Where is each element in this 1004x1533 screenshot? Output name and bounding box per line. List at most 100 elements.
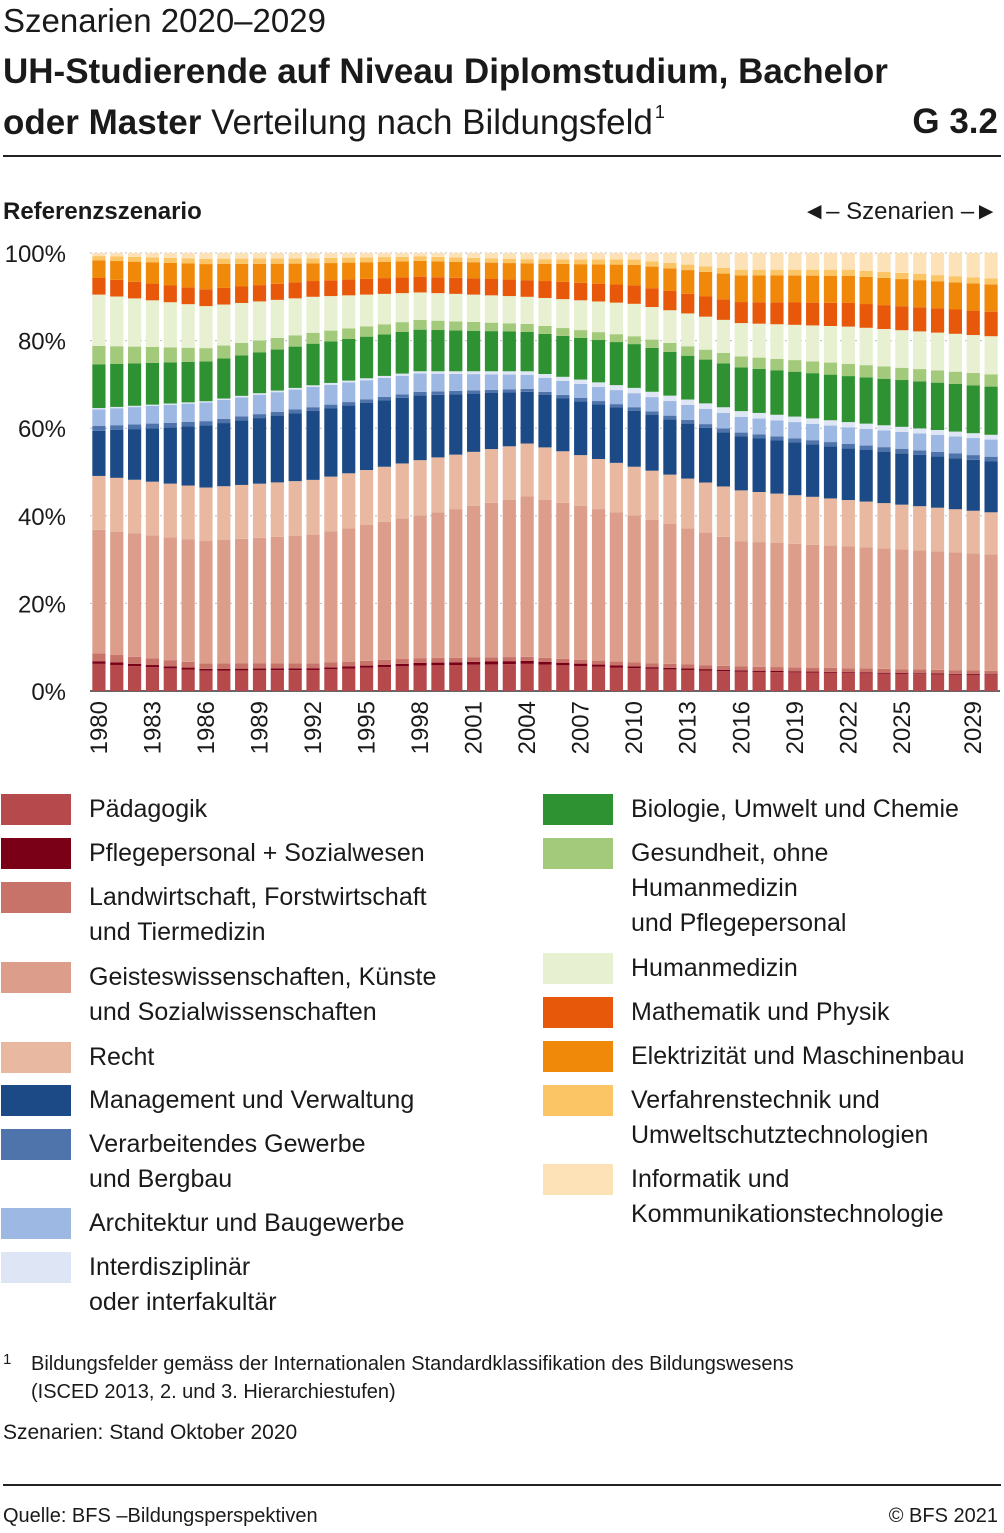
bar-segment: [217, 539, 231, 664]
bar-segment: [663, 474, 677, 524]
bar-segment: [930, 430, 945, 435]
bar-segment: [359, 665, 374, 668]
bar-segment: [895, 272, 909, 280]
bar-segment: [199, 348, 213, 362]
bar-segment: [716, 273, 731, 300]
bar-segment: [841, 448, 855, 501]
bar-segment: [913, 454, 927, 507]
bar-2001: [467, 253, 481, 691]
bar-segment: [645, 266, 659, 289]
bar-segment: [556, 335, 570, 377]
bar-segment: [288, 298, 302, 336]
bar-2000: [449, 253, 463, 691]
bar-segment: [520, 296, 534, 324]
bar-segment: [484, 262, 499, 279]
bar-segment: [342, 328, 356, 339]
bar-segment: [752, 269, 766, 276]
bar-segment: [467, 393, 481, 452]
bar-segment: [92, 653, 106, 662]
bar-segment: [645, 261, 659, 267]
bar-segment: [734, 269, 748, 276]
bar-segment: [324, 330, 338, 342]
bar-segment: [788, 671, 802, 673]
bar-segment: [591, 664, 606, 667]
bar-segment: [359, 380, 374, 400]
bar-segment: [841, 668, 855, 673]
bar-segment: [199, 289, 213, 307]
bar-segment: [698, 359, 713, 404]
title-footnote-mark: 1: [654, 102, 665, 122]
bar-segment: [698, 665, 713, 670]
bar-segment: [984, 253, 998, 279]
bar-segment: [413, 373, 427, 392]
bar-segment: [413, 256, 427, 261]
bar-segment: [324, 384, 338, 405]
bar-segment: [788, 422, 802, 439]
bar-segment: [377, 659, 392, 665]
bar-segment: [502, 657, 516, 662]
bar-segment: [449, 371, 463, 374]
bar-segment: [538, 297, 552, 326]
bar-segment: [609, 385, 623, 391]
bar-segment: [413, 658, 427, 663]
bar-segment: [984, 386, 998, 435]
bar-segment: [502, 331, 516, 372]
bar-segment: [806, 496, 820, 545]
bar-segment: [698, 532, 713, 666]
bar-segment: [395, 397, 409, 464]
bar-segment: [966, 510, 980, 554]
legend-swatch: [1, 882, 71, 913]
bar-segment: [948, 333, 962, 372]
bar-2003: [502, 253, 516, 691]
bar-2017: [752, 253, 766, 691]
bar-segment: [413, 253, 427, 257]
bar-segment: [770, 440, 784, 494]
bar-segment: [788, 275, 802, 303]
bar-segment: [770, 414, 784, 421]
bar-segment: [734, 302, 748, 324]
bar-2018: [770, 253, 784, 691]
bar-segment: [413, 391, 427, 396]
bar-segment: [681, 404, 695, 420]
bar-segment: [716, 412, 731, 429]
bar-segment: [984, 284, 998, 312]
bar-segment: [966, 310, 980, 336]
legend-swatch: [543, 953, 613, 984]
bar-segment: [92, 430, 106, 476]
bar-segment: [913, 506, 927, 551]
bar-segment: [698, 266, 713, 272]
bar-segment: [591, 509, 606, 661]
bar-segment: [235, 342, 249, 356]
bar-segment: [145, 658, 160, 666]
bar-segment: [752, 253, 766, 270]
bar-segment: [752, 368, 766, 413]
y-tick-label: 20%: [18, 591, 66, 618]
bar-segment: [716, 671, 731, 691]
bar-segment: [948, 309, 962, 334]
bar-segment: [895, 253, 909, 273]
bar-segment: [841, 546, 855, 669]
bar-segment: [306, 407, 320, 411]
bar-segment: [984, 374, 998, 387]
bar-segment: [484, 661, 499, 665]
bar-segment: [395, 253, 409, 257]
bar-segment: [484, 371, 499, 375]
bar-1982: [128, 253, 142, 691]
bar-segment: [770, 269, 784, 276]
bar-segment: [163, 362, 177, 404]
bar-segment: [966, 277, 980, 284]
bar-segment: [502, 446, 516, 500]
bar-segment: [359, 326, 374, 337]
bar-segment: [823, 545, 838, 668]
bar-segment: [752, 418, 766, 435]
bar-1980: [92, 253, 106, 691]
bar-segment: [752, 671, 766, 691]
bar-segment: [92, 256, 106, 261]
x-tick-label: 2022: [835, 701, 862, 754]
bar-segment: [235, 395, 249, 398]
bar-segment: [913, 280, 927, 308]
bar-segment: [877, 430, 891, 448]
bar-segment: [823, 672, 838, 691]
bar-segment: [591, 660, 606, 665]
bar-segment: [413, 260, 427, 277]
